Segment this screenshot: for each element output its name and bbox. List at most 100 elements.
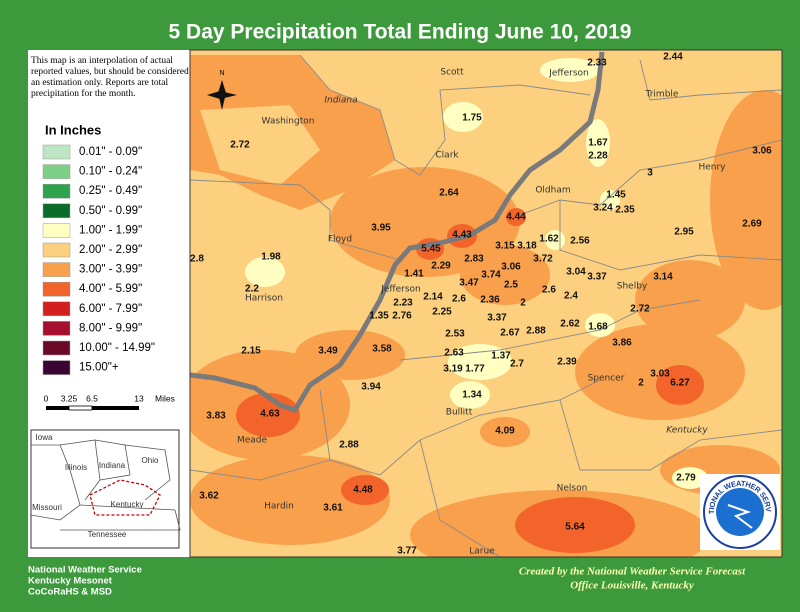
place-label: Meade bbox=[237, 436, 268, 446]
place-label: Jefferson bbox=[548, 69, 589, 79]
precip-value: 1.67 bbox=[588, 138, 608, 149]
precip-value: 2.23 bbox=[393, 298, 413, 309]
precip-value: 2.25 bbox=[432, 307, 452, 318]
footer-left: CoCoRaHS & MSD bbox=[28, 587, 112, 598]
inset-label: Indiana bbox=[99, 461, 126, 470]
precip-value: 3.95 bbox=[371, 223, 391, 234]
precip-value: 2 bbox=[638, 378, 644, 389]
scale-bar bbox=[46, 405, 139, 411]
precip-area bbox=[540, 58, 600, 82]
place-label: Larue bbox=[469, 547, 495, 557]
river bbox=[190, 51, 605, 414]
legend-label: 1.00" - 1.99" bbox=[79, 224, 142, 236]
precip-value: 5.64 bbox=[565, 522, 585, 533]
precip-value: 4.63 bbox=[260, 409, 280, 420]
place-label: Spencer bbox=[588, 374, 625, 384]
precip-value: 2 bbox=[520, 298, 526, 309]
legend-swatch bbox=[42, 242, 71, 258]
precip-value: 3.58 bbox=[372, 344, 392, 355]
precip-value: 2.67 bbox=[500, 328, 520, 339]
precip-area bbox=[200, 105, 320, 185]
precip-value: 3.18 bbox=[517, 241, 537, 252]
inset-label: Ohio bbox=[142, 456, 159, 465]
inset-label: Kentucky bbox=[111, 500, 144, 509]
county-line bbox=[559, 399, 782, 471]
place-label: Oldham bbox=[535, 186, 570, 196]
precip-value: 4.43 bbox=[452, 230, 472, 241]
precip-value: 2.76 bbox=[392, 311, 412, 322]
note: This map is an interpolation of actual r… bbox=[31, 56, 189, 99]
precip-value: 2.69 bbox=[742, 219, 762, 230]
precip-value: 2.72 bbox=[230, 140, 250, 151]
precip-value: 2.64 bbox=[439, 188, 459, 199]
precip-area bbox=[330, 167, 520, 277]
precip-area bbox=[245, 257, 285, 287]
precip-area bbox=[448, 344, 512, 380]
precip-value: 2.36 bbox=[480, 295, 500, 306]
precip-value: 2.6 bbox=[452, 294, 466, 305]
precip-value: 1.98 bbox=[261, 252, 281, 263]
place-label: Scott bbox=[440, 68, 464, 78]
precip-value: 3 bbox=[647, 168, 653, 179]
legend-label: 6.00" - 7.99" bbox=[79, 303, 142, 315]
precip-value: 5.45 bbox=[421, 244, 441, 255]
precip-value: 3.04 bbox=[566, 267, 586, 278]
precip-value: 2.33 bbox=[587, 58, 607, 69]
county-line bbox=[519, 139, 782, 216]
county-line bbox=[190, 179, 401, 261]
inset-label: Missouri bbox=[32, 503, 62, 512]
precip-value: 2.53 bbox=[445, 329, 465, 340]
precip-area bbox=[460, 245, 550, 305]
precip-value: 2.8 bbox=[190, 254, 204, 265]
precip-area bbox=[656, 365, 704, 405]
legend-swatch bbox=[42, 321, 71, 336]
legend-swatch bbox=[42, 301, 71, 317]
scale-label: 13 bbox=[134, 393, 144, 403]
precip-value: 4.09 bbox=[495, 426, 515, 437]
precip-value: 2.7 bbox=[510, 359, 524, 370]
place-label: Nelson bbox=[557, 484, 588, 494]
precip-value: 2.63 bbox=[444, 348, 464, 359]
precip-area bbox=[480, 417, 530, 447]
precip-value: 3.19 bbox=[443, 364, 463, 375]
precip-value: 2.44 bbox=[663, 52, 683, 63]
legend-label: 15.00"+ bbox=[79, 362, 119, 374]
legend-label: 10.00" - 14.99" bbox=[79, 342, 155, 354]
precip-value: 4.44 bbox=[506, 212, 526, 223]
footer-left: Kentucky Mesonet bbox=[28, 576, 113, 587]
place-label: Floyd bbox=[328, 235, 352, 245]
precip-value: 1.34 bbox=[462, 390, 482, 401]
precip-value: 3.24 bbox=[593, 203, 613, 214]
precip-area bbox=[295, 330, 405, 380]
place-label: Jefferson bbox=[380, 285, 421, 295]
inset-label: Illinois bbox=[65, 463, 87, 472]
precip-value: 2.56 bbox=[570, 236, 590, 247]
place-label: Trimble bbox=[645, 90, 679, 100]
legend-swatch bbox=[42, 340, 71, 356]
precip-value: 2.72 bbox=[630, 304, 650, 315]
precip-value: 2.5 bbox=[504, 280, 518, 291]
legend-swatch bbox=[42, 183, 71, 199]
precip-value: 1.37 bbox=[491, 351, 511, 362]
precip-area bbox=[506, 208, 526, 226]
precip-area bbox=[585, 313, 615, 337]
precip-value: 4.48 bbox=[353, 485, 373, 496]
precip-value: 1.68 bbox=[588, 322, 608, 333]
precip-value: 1.75 bbox=[462, 113, 482, 124]
precip-value: 1.41 bbox=[404, 269, 424, 280]
precip-value: 1.62 bbox=[539, 234, 559, 245]
legend-title: In Inches bbox=[45, 122, 101, 137]
precip-value: 3.62 bbox=[199, 491, 219, 502]
scale-label: 0 bbox=[44, 393, 49, 403]
precip-value: 2.15 bbox=[241, 346, 261, 357]
inset-map bbox=[30, 429, 180, 549]
legend-label: 8.00" - 9.99" bbox=[79, 322, 142, 334]
north-label: N bbox=[219, 70, 224, 77]
precip-value: 2.28 bbox=[588, 151, 608, 162]
precip-value: 2.35 bbox=[615, 205, 635, 216]
precip-value: 2.62 bbox=[560, 319, 580, 330]
inset-outlines bbox=[30, 439, 181, 531]
county-line bbox=[190, 459, 331, 481]
precip-value: 6.27 bbox=[670, 378, 690, 389]
